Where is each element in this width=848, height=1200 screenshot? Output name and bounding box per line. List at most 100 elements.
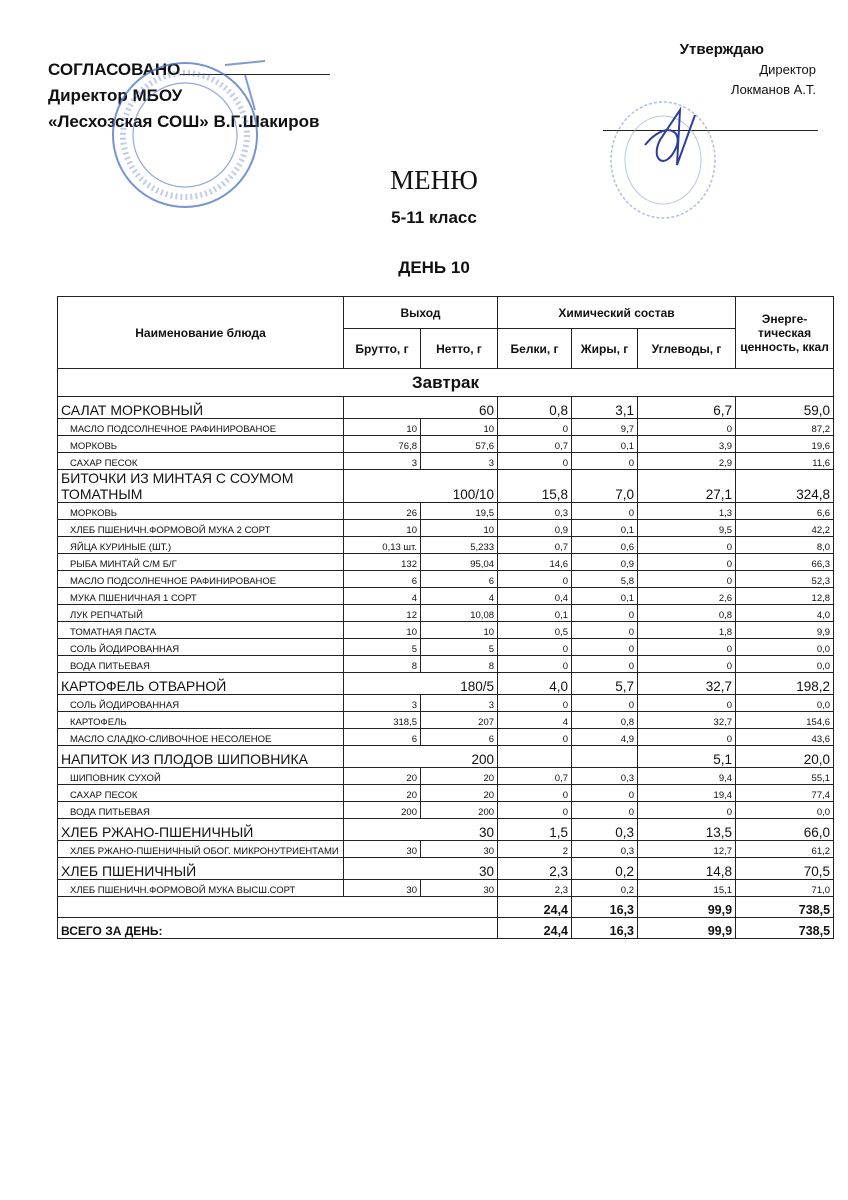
ingredient-row: ВОДА ПИТЬЕВАЯ 200 200 0 0 0 0,0 [57,801,835,819]
item-name: САХАР ПЕСОК [57,452,344,470]
item-name: ТОМАТНАЯ ПАСТА [57,621,344,639]
netto-value: 6 [419,570,499,588]
fat-value: 0,3 [571,818,639,841]
netto-value: 8 [419,655,499,673]
day-label: ДЕНЬ 10 [398,258,470,277]
brutto-value: 4 [343,587,421,605]
protein-value: 0 [497,638,573,656]
energy-value: 0,0 [735,694,835,712]
carbs-value: 2,9 [637,452,737,470]
item-name: НАПИТОК ИЗ ПЛОДОВ ШИПОВНИКА [57,745,344,768]
item-name: МОРКОВЬ [57,502,344,520]
brutto-value: 5 [343,638,421,656]
header-chem: Химический состав [497,296,737,329]
protein-value: 0,5 [497,621,573,639]
ingredient-row: МАСЛО СЛАДКО-СЛИВОЧНОЕ НЕСОЛЕНОЕ 6 6 0 4,9 0 4… [57,728,835,746]
energy-value: 12,8 [735,587,835,605]
dish-row: САЛАТ МОРКОВНЫЙ 60 0,8 3,1 6,7 59,0 [57,396,835,419]
brutto-value: 12 [343,604,421,622]
carbs-value: 0 [637,694,737,712]
energy-value: 154,6 [735,711,835,729]
carbs-value: 99,9 [637,917,737,939]
protein-value [497,745,573,768]
dish-row: ХЛЕБ ПШЕНИЧНЫЙ 30 2,3 0,2 14,8 70,5 [57,857,835,880]
ingredient-row: ТОМАТНАЯ ПАСТА 10 10 0,5 0 1,8 9,9 [57,621,835,639]
energy-value: 738,5 [735,896,835,918]
approve-block: Утверждаю Директор Локманов А.Т. [680,40,816,100]
protein-value: 2,3 [497,857,573,880]
protein-value: 24,4 [497,917,573,939]
item-name: МАСЛО СЛАДКО-СЛИВОЧНОЕ НЕСОЛЕНОЕ [57,728,344,746]
carbs-value: 5,1 [637,745,737,768]
netto-value: 20 [419,784,499,802]
carbs-value: 27,1 [637,469,737,503]
total-row: ВСЕГО ЗА ДЕНЬ: 24,4 16,3 99,9 738,5 [56,917,835,939]
item-name: КАРТОФЕЛЬ ОТВАРНОЙ [57,672,344,695]
fat-value: 0,3 [571,767,639,785]
energy-value: 59,0 [735,396,835,419]
protein-value: 1,5 [497,818,573,841]
protein-value: 0 [497,418,573,436]
header-fat: Жиры, г [571,328,639,369]
item-name: МОРКОВЬ [57,435,344,453]
item-name: СОЛЬ ЙОДИРОВАННАЯ [57,638,344,656]
fat-value: 4,9 [571,728,639,746]
header-energy: Энерге-тическая ценность, ккал [735,296,835,369]
brutto-value: 30 [343,879,421,897]
item-name: ЯЙЦА КУРИНЫЕ (ШТ.) [57,536,344,554]
brutto-value: 8 [343,655,421,673]
fat-value: 0,3 [571,840,639,858]
protein-value: 0 [497,694,573,712]
ingredient-row: МАСЛО ПОДСОЛНЕЧНОЕ РАФИНИРОВАНОЕ 6 6 0 5,8 0 5… [57,570,835,588]
protein-value: 0,4 [497,587,573,605]
fat-value: 0,1 [571,587,639,605]
protein-value: 0,1 [497,604,573,622]
header-name: Наименование блюда [57,296,344,369]
brutto-value: 26 [343,502,421,520]
netto-value: 20 [419,767,499,785]
fat-value: 0 [571,502,639,520]
yield-value: 100/10 [342,469,499,503]
netto-value: 3 [419,452,499,470]
fat-value: 0,2 [571,857,639,880]
energy-value: 66,0 [735,818,835,841]
carbs-value: 13,5 [637,818,737,841]
brutto-value: 20 [343,784,421,802]
brutto-value: 30 [343,840,421,858]
item-name: КАРТОФЕЛЬ [57,711,344,729]
energy-value: 77,4 [735,784,835,802]
yield-value: 180/5 [342,672,499,695]
item-name: МАСЛО ПОДСОЛНЕЧНОЕ РАФИНИРОВАНОЕ [57,418,344,436]
carbs-value: 0 [637,801,737,819]
netto-value: 30 [419,840,499,858]
header-protein: Белки, г [497,328,573,369]
approve-title: Утверждаю [679,41,764,58]
fat-value [571,745,639,768]
netto-value: 10,08 [419,604,499,622]
carbs-value: 6,7 [637,396,737,419]
approve-name: Локманов А.Т. [731,82,816,97]
carbs-value: 9,5 [637,519,737,537]
carbs-value: 0,8 [637,604,737,622]
ingredient-row: ХЛЕБ ПШЕНИЧН.ФОРМОВОЙ МУКА 2 СОРТ 10 10 0,9… [57,519,835,537]
carbs-value: 1,8 [637,621,737,639]
energy-value: 20,0 [735,745,835,768]
protein-value: 0 [497,452,573,470]
netto-value: 200 [419,801,499,819]
brutto-value: 20 [343,767,421,785]
fat-value: 5,8 [571,570,639,588]
header-yield: Выход [342,296,499,329]
yield-value: 30 [342,857,499,880]
energy-value: 52,3 [735,570,835,588]
netto-value: 30 [419,879,499,897]
protein-value: 0,7 [497,536,573,554]
protein-value: 0,7 [497,767,573,785]
fat-value: 9,7 [571,418,639,436]
fat-value: 5,7 [571,672,639,695]
carbs-value: 19,4 [637,784,737,802]
item-name: ХЛЕБ ПШЕНИЧН.ФОРМОВОЙ МУКА ВЫСШ.СОРТ [57,879,344,897]
energy-value: 0,0 [735,655,835,673]
brutto-value: 3 [343,694,421,712]
protein-value: 0 [497,570,573,588]
agreed-position: Директор МБОУ [48,86,183,105]
